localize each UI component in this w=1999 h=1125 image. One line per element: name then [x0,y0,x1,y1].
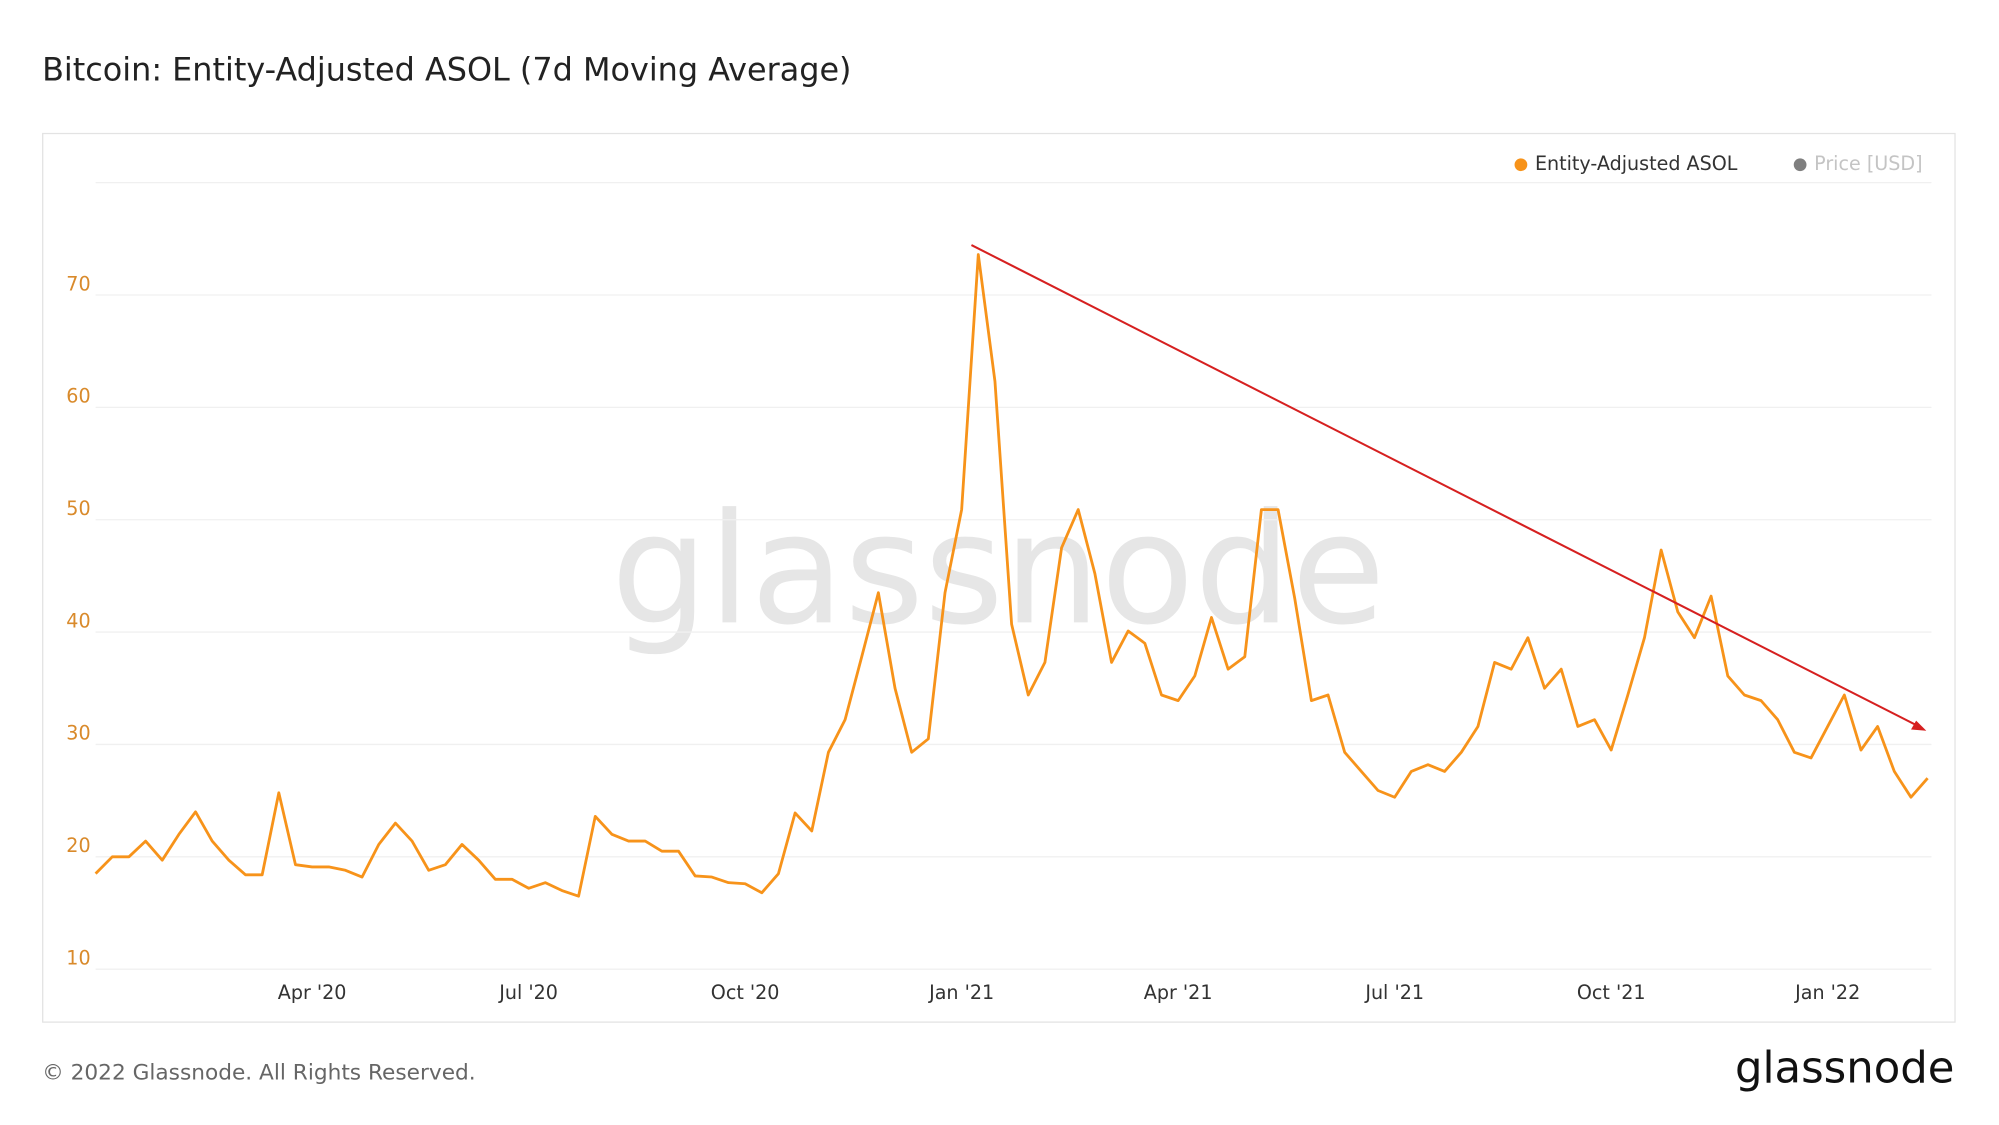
grid: 10 20 30 40 50 60 70 Apr '20 Jul '20 Oct '20 Jan '… [66,272,1932,1004]
y-tick-label: 30 [66,722,90,745]
y-tick-label: 40 [66,609,90,632]
plot-frame [42,132,1956,1023]
x-tick-label: Apr '20 [278,981,347,1004]
x-tick-label: Oct '20 [711,981,780,1004]
legend-label[interactable]: Price [USD] [1814,152,1922,175]
y-tick-label: 60 [66,385,90,408]
x-tick-label: Jul '20 [498,981,558,1004]
x-tick-label: Oct '21 [1577,981,1646,1004]
y-tick-label: 10 [66,946,90,969]
legend-label[interactable]: Entity-Adjusted ASOL [1535,152,1738,175]
trend-line [970,244,1918,727]
legend-swatch [1793,158,1807,172]
x-tick-label: Apr '21 [1144,981,1213,1004]
logo: glassnode [1735,1044,1954,1094]
x-tick-label: Jan '22 [1794,981,1860,1004]
footer: © 2022 Glassnode. All Rights Reserved. [42,1061,476,1086]
data-line [94,253,1929,898]
y-tick-label: 70 [66,272,90,295]
x-tick-label: Jul '21 [1364,981,1424,1004]
y-tick-label: 50 [66,497,90,520]
legend-swatch [1514,158,1528,172]
y-tick-label: 20 [66,834,90,857]
watermark: glassnode [611,481,1385,659]
trend-arrowhead [1911,720,1927,731]
x-tick-label: Jan '21 [928,981,994,1004]
chart-title: Bitcoin: Entity-Adjusted ASOL (7d Moving… [42,51,851,89]
plot [94,253,1929,898]
